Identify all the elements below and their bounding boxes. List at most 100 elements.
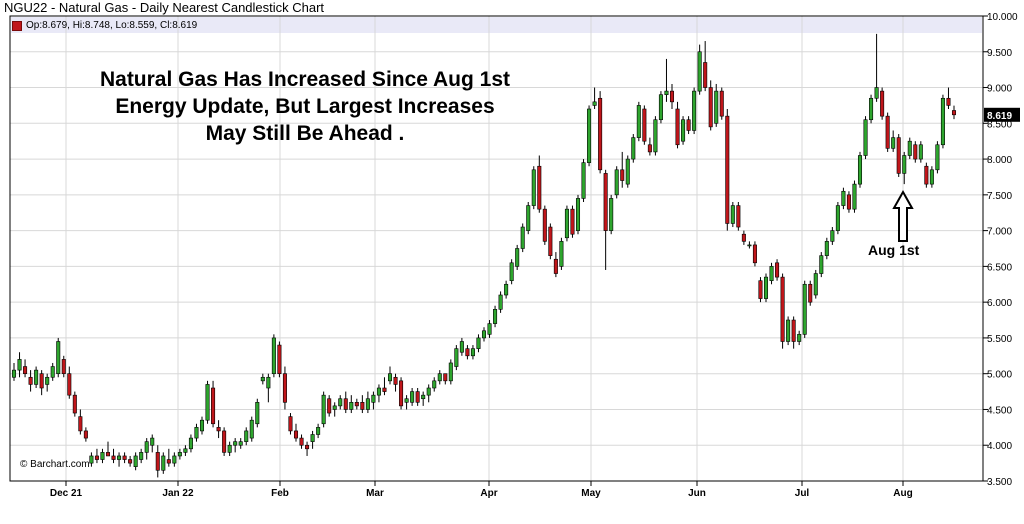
candle-body (553, 258, 558, 274)
candle-body (271, 337, 276, 374)
candle-body (11, 369, 17, 378)
candle-body (34, 369, 39, 385)
candle-body (321, 394, 326, 425)
x-tick-label: Apr (480, 488, 497, 499)
candle-body (338, 398, 343, 407)
candle-body (238, 441, 243, 446)
y-tick-label: 7.500 (987, 191, 1012, 202)
candle-body (39, 373, 44, 389)
candle-body (78, 416, 83, 432)
candle-body (117, 455, 122, 460)
candle-body (426, 387, 431, 396)
candle-body (653, 119, 658, 153)
candle-body (100, 452, 105, 460)
candle-body (371, 394, 376, 403)
candle-body (548, 226, 553, 256)
candle-body (835, 205, 840, 231)
candle-body (365, 398, 370, 410)
candle-body (940, 97, 945, 146)
candle-body (61, 359, 66, 374)
y-tick-label: 8.500 (987, 119, 1012, 130)
candle-body (747, 244, 752, 247)
candle-body (913, 144, 918, 160)
candle-body (863, 119, 868, 156)
legend-swatch-icon (12, 20, 22, 31)
candle-body (188, 437, 193, 450)
candle-body (935, 144, 940, 171)
candle-body (531, 169, 536, 206)
candle-body (282, 373, 287, 403)
candle-body (277, 344, 282, 374)
candle-body (885, 115, 890, 149)
candle-body (23, 366, 28, 374)
candle-body (177, 452, 182, 457)
candle-body (56, 341, 61, 374)
candle-body (636, 105, 641, 138)
candle-body (708, 87, 713, 128)
x-tick-label: Jul (795, 488, 810, 499)
candle-body (166, 459, 171, 464)
candle-body (852, 183, 857, 210)
candle-body (631, 137, 636, 160)
candle-body (537, 165, 542, 210)
candle-body (802, 283, 807, 335)
candle-body (642, 108, 647, 142)
candle-body (415, 391, 420, 403)
candle-body (697, 51, 702, 92)
candle-body (105, 452, 111, 457)
ohlc-legend: Op:8.679, Hi:8.748, Lo:8.559, Cl:8.619 (12, 19, 197, 32)
candle-body (465, 348, 470, 357)
candle-body (703, 62, 708, 88)
candle-body (681, 119, 686, 142)
plot-border (9, 15, 984, 482)
candle-body (686, 119, 691, 131)
candle-body (266, 376, 271, 389)
candle-body (570, 208, 575, 235)
candle-body (692, 90, 697, 131)
headline-annotation: Natural Gas Has Increased Since Aug 1st … (40, 66, 570, 147)
candle-body (891, 137, 896, 149)
headline-line-1: Natural Gas Has Increased Since Aug 1st (99, 68, 511, 91)
candle-body (509, 262, 514, 281)
candle-body (575, 198, 581, 231)
candle-body (332, 405, 337, 410)
candle-body (310, 434, 315, 442)
candle-body (288, 416, 293, 432)
candle-body (45, 376, 50, 385)
candle-body (664, 90, 669, 95)
candle-body (869, 97, 874, 121)
candle-body (421, 394, 426, 400)
candle-body (874, 87, 879, 99)
candle-body (67, 373, 72, 396)
candle-body (797, 334, 802, 342)
barchart-credit: © Barchart.com (20, 459, 90, 470)
candle-body (139, 452, 144, 460)
candle-body (669, 90, 675, 103)
y-tick-label: 4.000 (987, 441, 1012, 452)
candle-body (730, 205, 735, 224)
candle-body (454, 348, 459, 367)
candle-body (907, 140, 912, 156)
candle-body (194, 427, 199, 439)
candle-body (399, 380, 404, 407)
candle-body (780, 276, 785, 342)
candle-body (376, 387, 381, 396)
candle-body (559, 241, 564, 267)
candle-body (880, 90, 885, 117)
candle-body (493, 309, 498, 324)
candle-body (620, 169, 625, 181)
y-tick-label: 5.000 (987, 370, 1012, 381)
candle-body (443, 373, 448, 382)
candle-body (437, 373, 442, 382)
candle-body (819, 255, 824, 274)
candle-body (327, 398, 332, 414)
candle-body (647, 144, 652, 153)
candle-body (526, 205, 531, 231)
x-tick-label: Aug (893, 488, 912, 499)
y-tick-label: 9.500 (987, 48, 1012, 59)
x-tick-label: Jan 22 (162, 488, 194, 499)
candle-body (470, 348, 475, 357)
candle-body (714, 90, 719, 124)
candle-body (94, 455, 99, 460)
